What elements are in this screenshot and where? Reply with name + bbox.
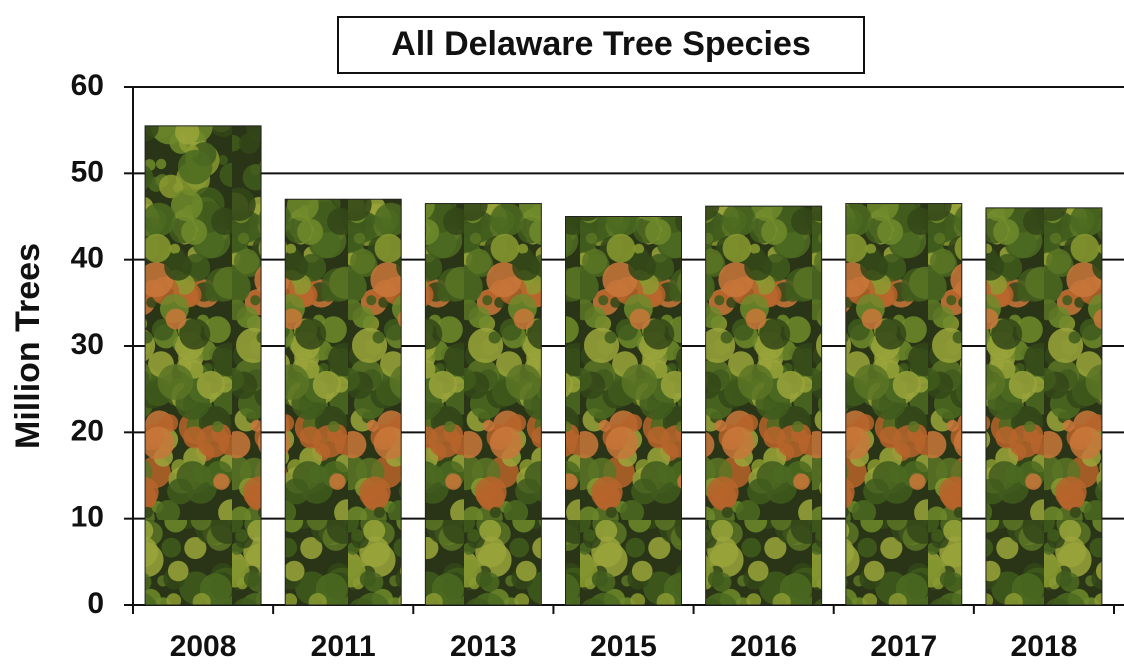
y-tick-label: 30 <box>71 328 104 361</box>
bar <box>565 216 682 606</box>
y-tick-label: 60 <box>71 69 104 102</box>
y-tick-label: 20 <box>71 414 104 447</box>
bar <box>144 125 262 606</box>
y-tick-label: 0 <box>87 587 104 620</box>
bar <box>424 203 542 606</box>
y-tick-label: 10 <box>71 501 104 534</box>
x-tick-label: 2017 <box>870 630 937 663</box>
x-tick-label: 2016 <box>730 630 797 663</box>
title-box <box>337 16 865 74</box>
x-tick-label: 2011 <box>311 630 376 663</box>
x-tick-label: 2013 <box>450 630 517 663</box>
y-axis-label: Million Trees <box>9 243 47 449</box>
bar <box>705 205 823 606</box>
x-tick-label: 2018 <box>1011 630 1078 663</box>
bar <box>284 198 402 606</box>
y-tick-label: 50 <box>71 155 104 188</box>
y-tick-label: 40 <box>71 242 104 275</box>
bar <box>985 207 1103 606</box>
bar <box>845 203 963 606</box>
chart-title: All Delaware Tree Species <box>391 25 811 63</box>
x-tick-label: 2008 <box>170 630 237 663</box>
x-tick-label: 2015 <box>590 630 657 663</box>
